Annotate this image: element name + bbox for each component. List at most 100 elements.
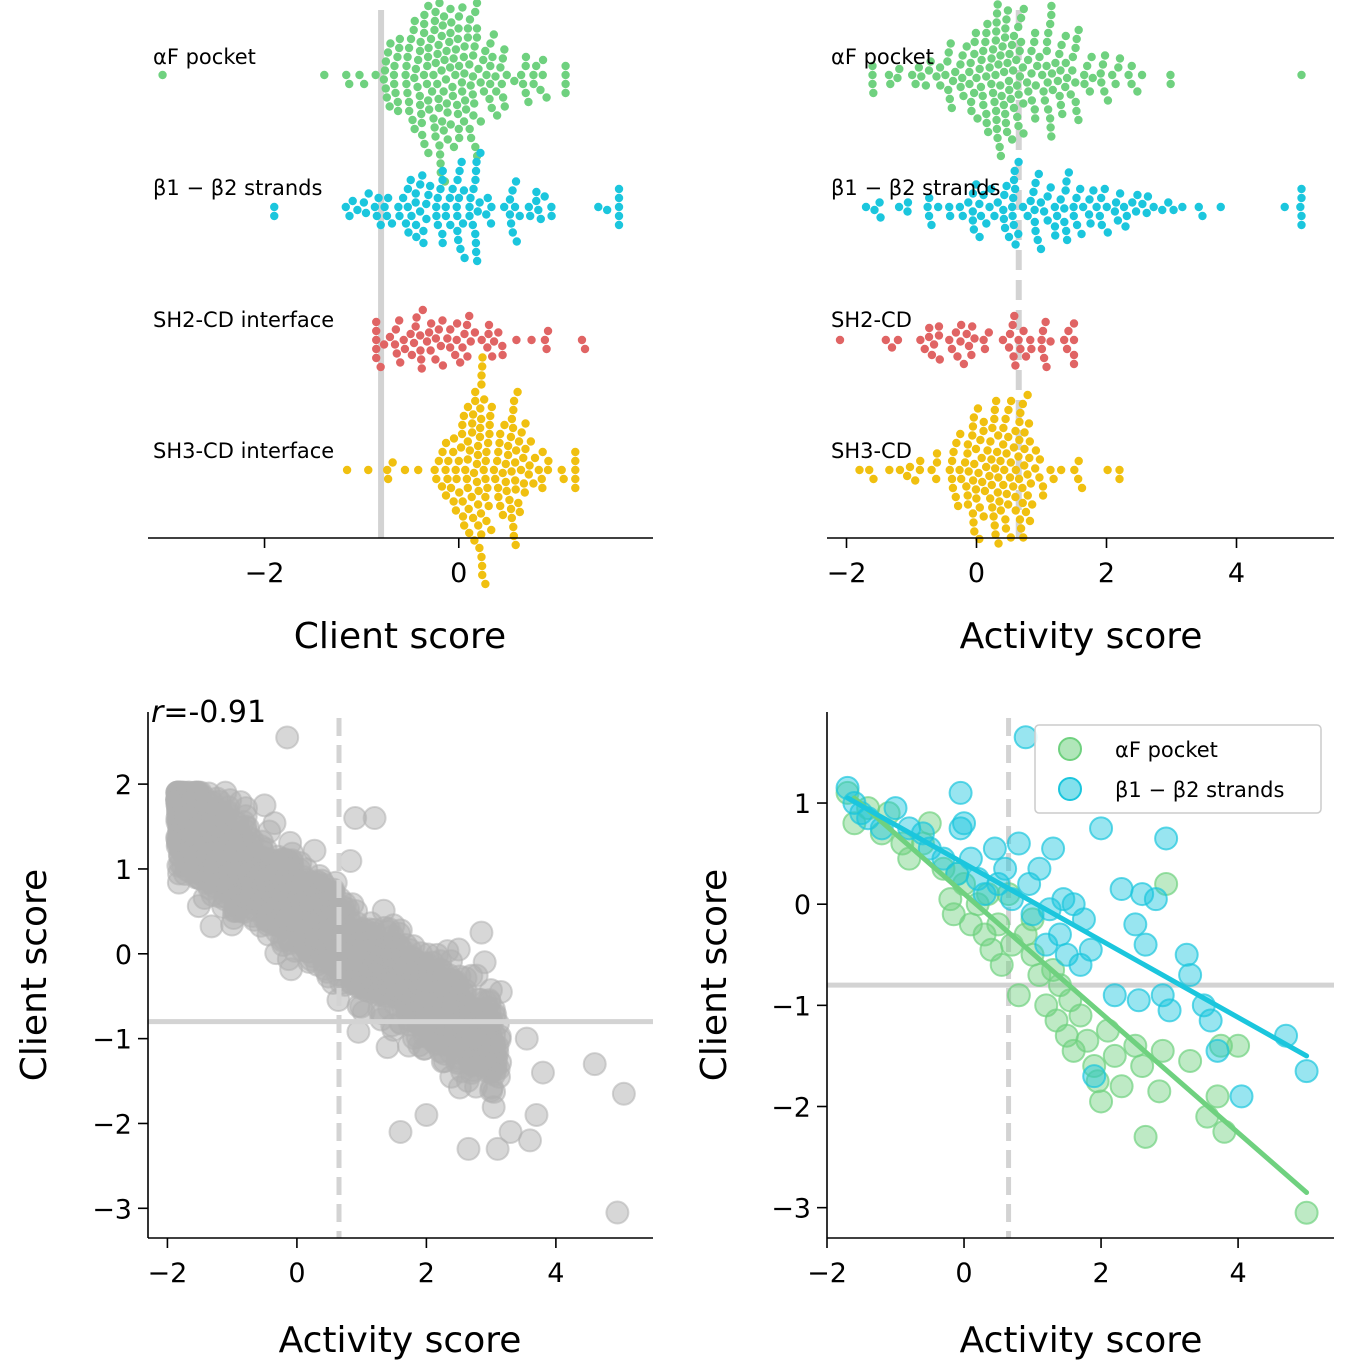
- swarm-point: [431, 355, 440, 364]
- scatter-point: [1006, 983, 1031, 1008]
- swarm-point: [998, 42, 1007, 51]
- swarm-point: [431, 132, 440, 141]
- swarm-point: [963, 440, 973, 449]
- swarm-point: [1011, 361, 1020, 370]
- swarm-point: [495, 438, 504, 448]
- scatter-point: [1006, 831, 1031, 856]
- swarm-point: [465, 60, 474, 69]
- swarm-point: [385, 102, 394, 111]
- swarm-point: [468, 410, 478, 419]
- swarm-point: [1128, 198, 1137, 207]
- swarm-point: [454, 124, 463, 134]
- swarm-point: [965, 67, 974, 77]
- swarm-point: [498, 54, 508, 63]
- swarm-point: [498, 341, 507, 351]
- swarm-point: [451, 465, 460, 475]
- swarm-point: [1100, 184, 1109, 194]
- swarm-point: [459, 117, 469, 126]
- swarm-point: [1069, 211, 1078, 221]
- swarm-point: [956, 337, 965, 346]
- swarm-point: [1024, 419, 1034, 428]
- swarm-point: [976, 82, 986, 92]
- scatter-point: [252, 793, 277, 818]
- swarm-point: [467, 492, 476, 502]
- swarm-point: [446, 4, 455, 14]
- scatter-point: [222, 820, 247, 845]
- swarm-point: [1013, 112, 1022, 122]
- swarm-point: [973, 404, 983, 413]
- swarm-point: [440, 55, 449, 65]
- swarm-point: [945, 335, 954, 345]
- scatter-point: [1047, 922, 1072, 947]
- swarm-point: [1008, 211, 1017, 221]
- swarm-point: [479, 465, 488, 475]
- swarm-point: [1088, 73, 1097, 83]
- swarm-point: [1064, 168, 1074, 177]
- swarm-point: [1015, 435, 1024, 445]
- scatter-point: [338, 849, 363, 874]
- swarm-point: [925, 323, 934, 333]
- swarm-point: [861, 202, 871, 212]
- swarm-point: [508, 423, 518, 433]
- swarm-point: [1014, 121, 1023, 131]
- scatter-point: [386, 978, 411, 1003]
- swarm-point: [445, 63, 455, 72]
- swarm-point: [561, 61, 570, 71]
- swarm-point: [992, 27, 1001, 36]
- swarm-point: [868, 79, 877, 89]
- swarm-point: [963, 449, 972, 458]
- swarm-point: [468, 90, 477, 99]
- swarm-point: [426, 319, 436, 328]
- swarm-point: [988, 88, 998, 98]
- swarm-point: [1043, 192, 1052, 201]
- swarm-point: [992, 9, 1002, 18]
- swarm-point: [393, 52, 402, 62]
- swarm-point: [951, 328, 961, 337]
- swarm-point: [1194, 202, 1203, 212]
- swarm-point: [1015, 515, 1025, 524]
- swarm-point: [417, 364, 426, 373]
- swarm-point: [1057, 40, 1066, 50]
- scatter-point: [322, 905, 347, 930]
- swarm-point: [537, 474, 546, 484]
- swarm-point: [501, 459, 510, 469]
- swarm-point: [446, 220, 455, 230]
- swarm-point: [1011, 240, 1020, 249]
- swarm-point: [437, 66, 446, 75]
- swarm-point: [971, 180, 981, 189]
- swarm-point: [467, 428, 477, 437]
- swarm-point: [506, 219, 516, 228]
- swarm-point: [482, 447, 491, 457]
- swarm-point: [1000, 223, 1010, 233]
- swarm-point: [532, 187, 541, 197]
- swarm-point: [956, 82, 965, 92]
- swarm-point: [1149, 202, 1158, 212]
- swarm-point: [455, 488, 464, 497]
- swarm-point: [975, 199, 984, 209]
- swarm-point: [1035, 52, 1044, 62]
- swarm-point: [437, 117, 447, 126]
- swarm-point: [481, 46, 490, 56]
- swarm-point: [465, 311, 474, 321]
- swarm-point: [982, 72, 991, 81]
- swarm-point: [1040, 96, 1050, 105]
- swarm-point: [497, 79, 507, 89]
- swarm-point: [991, 70, 1000, 80]
- swarm-point: [492, 456, 502, 466]
- swarm-point: [893, 73, 902, 83]
- y-tick-label: −3: [92, 1194, 132, 1225]
- x-tick-label: 4: [1228, 558, 1245, 589]
- swarm-point: [471, 247, 481, 257]
- swarm-point: [456, 244, 465, 254]
- scatter-point: [469, 920, 494, 945]
- swarm-point: [452, 474, 461, 484]
- swarm-point: [540, 192, 549, 201]
- swarm-point: [1097, 220, 1107, 230]
- swarm-point: [407, 350, 417, 360]
- swarm-point: [992, 115, 1001, 125]
- scatter-point: [952, 811, 977, 836]
- swarm-point: [963, 500, 973, 509]
- swarm-point: [1004, 343, 1014, 352]
- swarm-point: [1018, 399, 1028, 409]
- y-tick-label: −2: [92, 1109, 132, 1140]
